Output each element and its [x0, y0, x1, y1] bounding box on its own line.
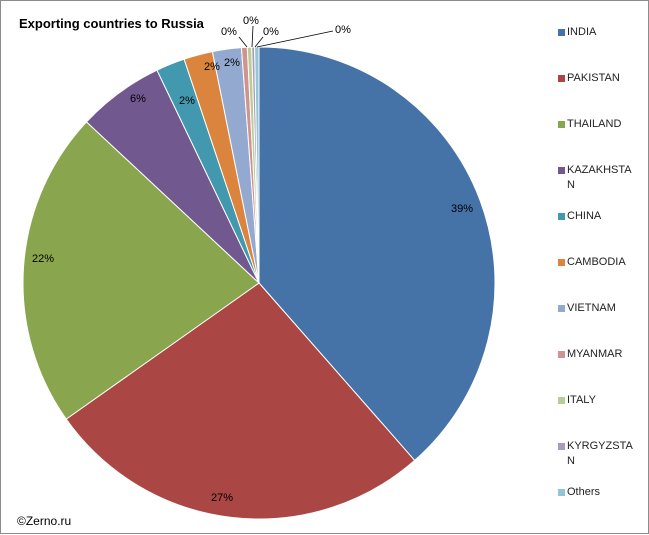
legend-swatch — [558, 75, 565, 82]
legend-item-kyrgyzstan: KYRGYZSTA N — [558, 439, 649, 469]
legend-swatch — [558, 305, 565, 312]
legend-label: CHINA — [567, 210, 602, 222]
data-label-kazakhstan: 6% — [130, 93, 146, 105]
legend-item-others: Others — [558, 485, 649, 500]
legend-label: MYANMAR — [567, 348, 623, 360]
legend-swatch — [558, 167, 565, 174]
legend-item-china: CHINA — [558, 209, 649, 224]
legend-swatch — [558, 443, 565, 450]
legend-label: Others — [567, 486, 601, 498]
legend-swatch — [558, 489, 565, 496]
data-label-italy: 0% — [243, 15, 259, 27]
legend-label: KAZAKHSTA N — [567, 164, 632, 191]
legend-item-vietnam: VIETNAM — [558, 301, 649, 316]
legend-label: ITALY — [567, 394, 596, 406]
leader-line-myanmar — [238, 36, 248, 48]
data-label-vietnam: 2% — [224, 57, 240, 69]
data-label-india: 39% — [451, 203, 473, 215]
data-label-myanmar: 0% — [221, 26, 237, 38]
leader-line-italy — [251, 25, 254, 48]
data-label-cambodia: 2% — [204, 61, 220, 73]
data-label-thailand: 22% — [32, 253, 54, 265]
legend-item-kazakhstan: KAZAKHSTA N — [558, 163, 649, 193]
legend-label: KYRGYZSTA N — [567, 440, 633, 467]
legend-item-india: INDIA — [558, 25, 649, 40]
pie-slice-pakistan — [65, 282, 416, 520]
legend-swatch — [558, 259, 565, 266]
legend-item-thailand: THAILAND — [558, 117, 649, 132]
legend-swatch — [558, 213, 565, 220]
leader-line-kyrgyzstan — [254, 36, 264, 48]
legend-swatch — [558, 351, 565, 358]
legend-swatch — [558, 397, 565, 404]
pie-slice-others — [254, 46, 260, 284]
legend-item-myanmar: MYANMAR — [558, 347, 649, 362]
legend-swatch — [558, 121, 565, 128]
legend-item-cambodia: CAMBODIA — [558, 255, 649, 270]
legend-label: PAKISTAN — [567, 72, 620, 84]
source-credit: ©Zerno.ru — [17, 514, 72, 528]
pie-slice-india — [258, 46, 496, 462]
legend-swatch — [558, 29, 565, 36]
pie-slice-thailand — [22, 121, 260, 420]
legend-label: CAMBODIA — [567, 256, 626, 268]
chart-title: Exporting countries to Russia — [19, 16, 204, 31]
legend-label: INDIA — [567, 26, 597, 38]
leader-line-others — [256, 30, 334, 48]
data-label-others: 0% — [335, 24, 351, 36]
data-label-kyrgyzstan: 0% — [263, 26, 279, 38]
data-label-china: 2% — [179, 95, 195, 107]
legend-label: THAILAND — [567, 118, 622, 130]
legend-label: VIETNAM — [567, 302, 616, 314]
legend-item-italy: ITALY — [558, 393, 649, 408]
legend-item-pakistan: PAKISTAN — [558, 71, 649, 86]
data-label-pakistan: 27% — [211, 492, 233, 504]
